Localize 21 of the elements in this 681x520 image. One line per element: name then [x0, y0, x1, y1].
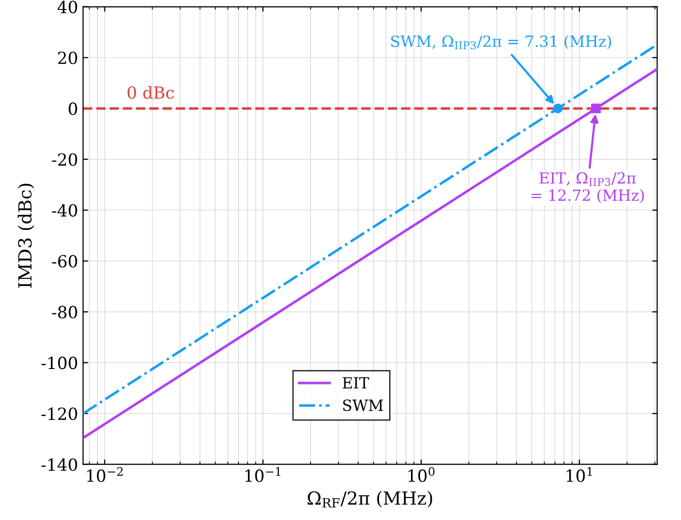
- y-tick-label: -100: [42, 356, 78, 370]
- legend-label: EIT: [342, 377, 370, 388]
- y-tick-label: 20: [58, 52, 78, 64]
- y-tick-label: 0: [68, 102, 78, 116]
- x-tick-label: 10$^{0}$: [408, 467, 435, 482]
- y-tick-label: -60: [52, 254, 78, 268]
- annotation: EIT, Ω$_{IIP3}$/2π = 12.72 (MHz): [532, 172, 644, 204]
- ref-line-label: 0 dBc: [128, 86, 174, 99]
- x-axis-title: Ω$_{RF}$/2π (MHz): [308, 490, 432, 508]
- y-tick-label: 40: [58, 0, 78, 14]
- x-tick-label: 10$^{−2}$: [87, 467, 123, 482]
- legend-label: SWM: [343, 399, 383, 412]
- y-tick-label: -140: [42, 458, 78, 471]
- y-tick-label: -120: [42, 407, 78, 420]
- y-axis-title: IMD3 (dBc): [18, 184, 34, 288]
- annotation: SWM, Ω$_{IIP3}$/2π = 7.31 (MHz): [391, 35, 612, 50]
- y-tick-label: -80: [52, 306, 78, 318]
- y-tick-label: -20: [52, 153, 78, 166]
- x-tick-label: 10$^{−1}$: [245, 467, 280, 482]
- x-tick-label: 10$^{1}$: [566, 467, 592, 482]
- y-tick-label: -40: [52, 204, 78, 217]
